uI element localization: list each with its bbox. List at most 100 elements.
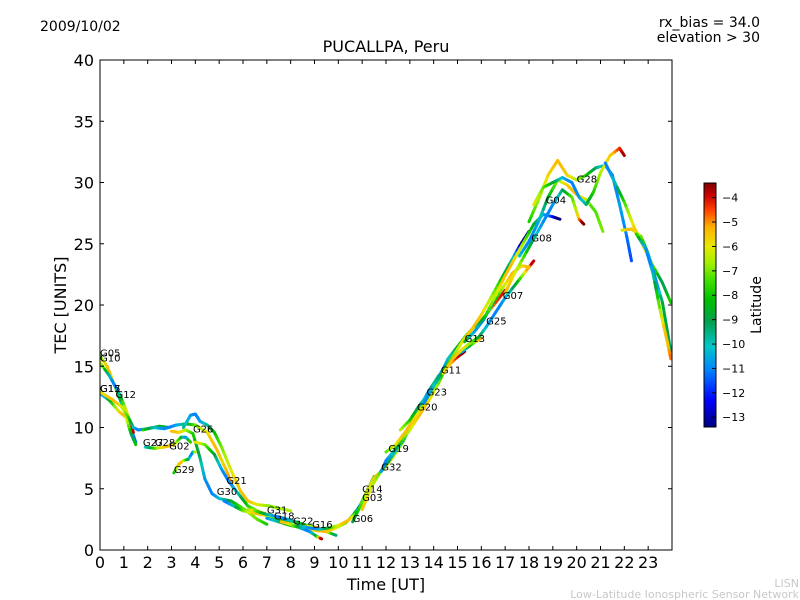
satellite-label: G04 (546, 195, 566, 206)
x-tick-label: 11 (352, 553, 372, 572)
x-tick-label: 6 (238, 553, 248, 572)
x-tick-label: 16 (471, 553, 491, 572)
satellite-label: G10 (100, 353, 120, 364)
satellite-label: G28 (577, 175, 597, 186)
series-segment (663, 313, 669, 329)
satellite-label: G13 (465, 334, 485, 345)
series-g07 (503, 188, 586, 295)
satellite-label: G20 (417, 402, 437, 413)
series-segment (667, 337, 672, 354)
series-g16 (279, 520, 324, 541)
colorbar-tick-label: −10 (722, 338, 745, 351)
colorbar-tick-label: −7 (722, 265, 738, 278)
satellite-label: G27 (143, 438, 163, 449)
series-segment (667, 296, 672, 305)
x-tick-label: 5 (214, 553, 224, 572)
y-tick-label: 40 (74, 51, 94, 70)
x-tick-label: 12 (376, 553, 396, 572)
satellite-label: G26 (193, 424, 213, 435)
satellite-label: G08 (531, 233, 551, 244)
colorbar (703, 182, 717, 428)
series-segment (332, 532, 338, 537)
x-tick-label: 17 (495, 553, 515, 572)
series-g28 (143, 435, 193, 450)
x-tick-label: 7 (262, 553, 272, 572)
series-segment (656, 299, 662, 312)
x-tick-label: 22 (614, 553, 634, 572)
x-tick-label: 13 (400, 553, 420, 572)
x-tick-label: 19 (543, 553, 563, 572)
series-g17 (100, 391, 138, 447)
x-axis-label: Time [UT] (346, 575, 425, 594)
satellite-label: G25 (486, 317, 506, 328)
y-axis: 0 5 10 15 20 25 30 35 40 (74, 51, 672, 560)
satellite-label: G31 (267, 505, 287, 516)
series-segment (665, 325, 671, 341)
series-segment (133, 440, 138, 447)
x-tick-label: 4 (190, 553, 200, 572)
series-g28b (532, 146, 626, 207)
satellite-labels: G05G10G17G15G12G27G28G02G26G29G21G30G31G… (100, 175, 597, 531)
series-segment (286, 508, 293, 513)
series-segment (660, 301, 667, 317)
series-g06 (296, 504, 362, 531)
x-tick-label: 2 (143, 553, 153, 572)
y-tick-label: 15 (74, 357, 94, 376)
elevation-label: elevation > 30 (657, 30, 760, 46)
y-tick-label: 10 (74, 419, 94, 438)
x-tick-label: 3 (166, 553, 176, 572)
y-tick-label: 5 (84, 480, 94, 499)
colorbar-tick-label: −13 (722, 411, 745, 424)
colorbar-tick-label: −8 (722, 289, 738, 302)
x-tick-label: 20 (566, 553, 586, 572)
lisn-logo-text: LISN (774, 577, 799, 590)
satellite-label: G15 (100, 384, 120, 395)
colorbar-tick-label: −5 (722, 216, 738, 229)
satellite-label: G23 (427, 388, 447, 399)
series-segment (262, 521, 269, 526)
x-tick-label: 15 (447, 553, 467, 572)
satellite-label: G06 (353, 514, 373, 525)
y-tick-label: 0 (84, 541, 94, 560)
satellite-label: G03 (362, 493, 382, 504)
chart-title: PUCALLPA, Peru (323, 37, 450, 56)
satellite-label: G07 (503, 291, 523, 302)
satellite-label: G17 (100, 384, 120, 395)
colorbar-tick-label: −6 (722, 240, 738, 253)
satellite-label: G18 (274, 511, 294, 522)
series-segment (581, 221, 586, 226)
satellite-label: G14 (362, 484, 382, 495)
series-segment (621, 152, 626, 158)
y-tick-label: 20 (74, 296, 94, 315)
series-segment (599, 225, 605, 233)
x-tick-label: 0 (95, 553, 105, 572)
satellite-label: G16 (312, 520, 332, 531)
series-g29 (172, 450, 197, 475)
satellite-label: G05 (100, 348, 120, 359)
colorbar-ticks: −4 −5 −6 −7 −8 −9 −10 −11 −12 −13 (712, 192, 745, 424)
series-g11 (441, 259, 536, 376)
satellite-label: G32 (381, 462, 401, 473)
colorbar-label: Latitude (749, 276, 765, 334)
y-tick-label: 35 (74, 112, 94, 131)
colorbar-tick-label: −9 (722, 314, 738, 327)
satellite-label: G11 (441, 366, 461, 377)
x-tick-label: 21 (590, 553, 610, 572)
satellite-label: G30 (217, 487, 237, 498)
x-tick-label: 1 (119, 553, 129, 572)
y-axis-label: TEC [UNITS] (51, 257, 70, 355)
series-segment (653, 280, 659, 294)
series-segment (628, 253, 633, 263)
rx-bias-label: rx_bias = 34.0 (659, 15, 760, 31)
x-tick-label: 18 (519, 553, 539, 572)
x-axis: 0 1 2 3 4 5 6 7 8 9 10 11 12 13 14 15 16 17 18 19 20 21 22 23 (95, 60, 658, 572)
series-segment (187, 439, 193, 444)
series-segment (655, 290, 660, 303)
series-g15 (634, 232, 672, 361)
network-name: Low-Latitude Ionospheric Sensor Network (570, 588, 799, 600)
series-segment (556, 217, 562, 221)
x-tick-label: 9 (309, 553, 319, 572)
colorbar-tick-label: −4 (722, 192, 738, 205)
series-segment (318, 536, 324, 541)
